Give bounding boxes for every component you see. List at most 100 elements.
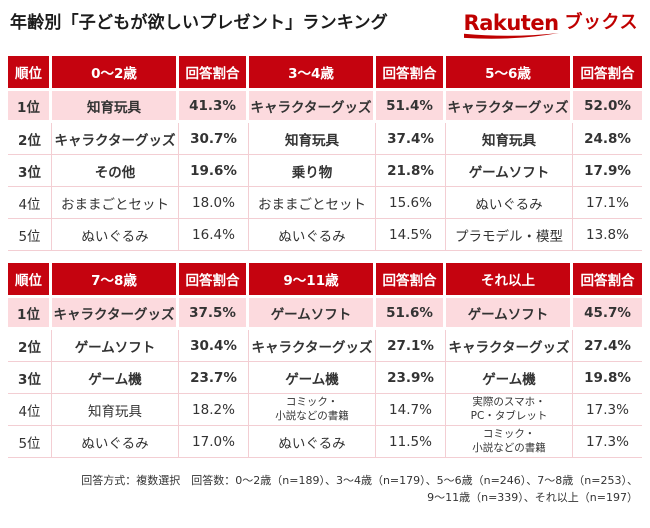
percent-cell: 21.8%	[376, 155, 446, 187]
item-cell: ぬいぐるみ	[249, 426, 376, 458]
percent-cell: 52.0%	[573, 91, 642, 123]
rank-cell: 1位	[8, 91, 52, 123]
percent-cell: 14.5%	[376, 219, 446, 251]
table-row: 1位 キャラクターグッズ 37.5% ゲームソフト 51.6% ゲームソフト 45.7%	[8, 298, 642, 330]
table-row: 4位 おままごとセット 18.0% おままごとセット 15.6% ぬいぐるみ 17.1%	[8, 187, 642, 219]
rakuten-underline-icon	[463, 32, 559, 39]
footnote-line-2: 9〜11歳（n=339）、それ以上（n=197）	[427, 491, 638, 505]
item-cell: キャラクターグッズ	[249, 330, 376, 362]
percent-cell: 17.3%	[573, 426, 642, 458]
rank-cell: 2位	[8, 123, 52, 155]
column-header: 9〜11歳	[249, 263, 376, 298]
rank-cell: 1位	[8, 298, 52, 330]
percent-cell: 19.6%	[179, 155, 249, 187]
percent-cell: 11.5%	[376, 426, 446, 458]
item-cell: ぬいぐるみ	[446, 187, 573, 219]
table-header-row: 順位 0〜2歳 回答割合 3〜4歳 回答割合 5〜6歳 回答割合	[8, 56, 642, 91]
rank-cell: 3位	[8, 362, 52, 394]
item-cell: キャラクターグッズ	[249, 91, 376, 123]
item-cell: ゲーム機	[52, 362, 179, 394]
column-header: 回答割合	[376, 56, 446, 91]
percent-cell: 30.7%	[179, 123, 249, 155]
rank-cell: 4位	[8, 187, 52, 219]
percent-cell: 51.4%	[376, 91, 446, 123]
rank-cell: 4位	[8, 394, 52, 426]
item-cell: その他	[52, 155, 179, 187]
percent-cell: 17.9%	[573, 155, 642, 187]
column-header: 順位	[8, 56, 52, 91]
column-header: 回答割合	[376, 263, 446, 298]
column-header: 回答割合	[573, 56, 642, 91]
item-cell: ゲームソフト	[446, 155, 573, 187]
table-row: 3位 その他 19.6% 乗り物 21.8% ゲームソフト 17.9%	[8, 155, 642, 187]
item-cell: ゲームソフト	[446, 298, 573, 330]
item-cell: おままごとセット	[52, 187, 179, 219]
footnote-line-1: 回答方式：複数選択 回答数：0〜2歳（n=189）、3〜4歳（n=179）、5〜…	[81, 474, 638, 487]
percent-cell: 19.8%	[573, 362, 642, 394]
percent-cell: 18.2%	[179, 394, 249, 426]
books-wordmark-text: ブックス	[564, 12, 638, 33]
percent-cell: 30.4%	[179, 330, 249, 362]
column-header: 5〜6歳	[446, 56, 573, 91]
item-cell: キャラクターグッズ	[52, 298, 179, 330]
column-header: 回答割合	[179, 263, 249, 298]
item-cell: ゲーム機	[446, 362, 573, 394]
rakuten-books-logo: Rakuten ブックス	[463, 11, 640, 39]
item-cell: ぬいぐるみ	[52, 426, 179, 458]
item-cell: ゲームソフト	[249, 298, 376, 330]
table-row: 1位 知育玩具 41.3% キャラクターグッズ 51.4% キャラクターグッズ 52.0%	[8, 91, 642, 123]
percent-cell: 37.5%	[179, 298, 249, 330]
table-row: 3位 ゲーム機 23.7% ゲーム機 23.9% ゲーム機 19.8%	[8, 362, 642, 394]
rank-cell: 3位	[8, 155, 52, 187]
table-header-row: 順位 7〜8歳 回答割合 9〜11歳 回答割合 それ以上 回答割合	[8, 263, 642, 298]
item-cell: 知育玩具	[52, 394, 179, 426]
item-cell: ゲームソフト	[52, 330, 179, 362]
column-header: 0〜2歳	[52, 56, 179, 91]
column-header: それ以上	[446, 263, 573, 298]
survey-footnote: 回答方式：複数選択 回答数：0〜2歳（n=189）、3〜4歳（n=179）、5〜…	[0, 472, 650, 506]
percent-cell: 27.1%	[376, 330, 446, 362]
percent-cell: 45.7%	[573, 298, 642, 330]
item-cell: 知育玩具	[446, 123, 573, 155]
item-cell: 実際のスマホ・ PC・タブレット	[446, 394, 573, 426]
percent-cell: 13.8%	[573, 219, 642, 251]
percent-cell: 17.1%	[573, 187, 642, 219]
column-header: 7〜8歳	[52, 263, 179, 298]
item-cell: キャラクターグッズ	[446, 91, 573, 123]
percent-cell: 51.6%	[376, 298, 446, 330]
table-row: 2位 キャラクターグッズ 30.7% 知育玩具 37.4% 知育玩具 24.8%	[8, 123, 642, 155]
item-cell: ぬいぐるみ	[249, 219, 376, 251]
column-header: 回答割合	[573, 263, 642, 298]
percent-cell: 37.4%	[376, 123, 446, 155]
percent-cell: 17.0%	[179, 426, 249, 458]
column-header: 回答割合	[179, 56, 249, 91]
item-cell: ぬいぐるみ	[52, 219, 179, 251]
percent-cell: 16.4%	[179, 219, 249, 251]
column-header: 3〜4歳	[249, 56, 376, 91]
item-cell: コミック・ 小説などの書籍	[446, 426, 573, 458]
rank-cell: 5位	[8, 219, 52, 251]
percent-cell: 23.9%	[376, 362, 446, 394]
column-header: 順位	[8, 263, 52, 298]
item-cell: キャラクターグッズ	[52, 123, 179, 155]
percent-cell: 23.7%	[179, 362, 249, 394]
item-cell: 乗り物	[249, 155, 376, 187]
percent-cell: 15.6%	[376, 187, 446, 219]
rank-cell: 5位	[8, 426, 52, 458]
percent-cell: 18.0%	[179, 187, 249, 219]
item-cell: 知育玩具	[249, 123, 376, 155]
rank-cell: 2位	[8, 330, 52, 362]
item-cell: プラモデル・模型	[446, 219, 573, 251]
item-cell: ゲーム機	[249, 362, 376, 394]
table-row: 4位 知育玩具 18.2% コミック・ 小説などの書籍 14.7% 実際のスマホ・ PC・…	[8, 394, 642, 426]
percent-cell: 24.8%	[573, 123, 642, 155]
ranking-table-ages-7-plus: 順位 7〜8歳 回答割合 9〜11歳 回答割合 それ以上 回答割合 1位 キャラクターグッズ 3…	[8, 263, 642, 458]
rakuten-wordmark-text: Rakuten	[463, 11, 560, 35]
table-row: 5位 ぬいぐるみ 16.4% ぬいぐるみ 14.5% プラモデル・模型 13.8%	[8, 219, 642, 251]
header: 年齢別「子どもが欲しいプレゼント」ランキング Rakuten ブックス	[0, 0, 650, 44]
percent-cell: 41.3%	[179, 91, 249, 123]
item-cell: おままごとセット	[249, 187, 376, 219]
table-row: 5位 ぬいぐるみ 17.0% ぬいぐるみ 11.5% コミック・ 小説などの書籍 17.3%	[8, 426, 642, 458]
page-title: 年齢別「子どもが欲しいプレゼント」ランキング	[10, 13, 388, 33]
